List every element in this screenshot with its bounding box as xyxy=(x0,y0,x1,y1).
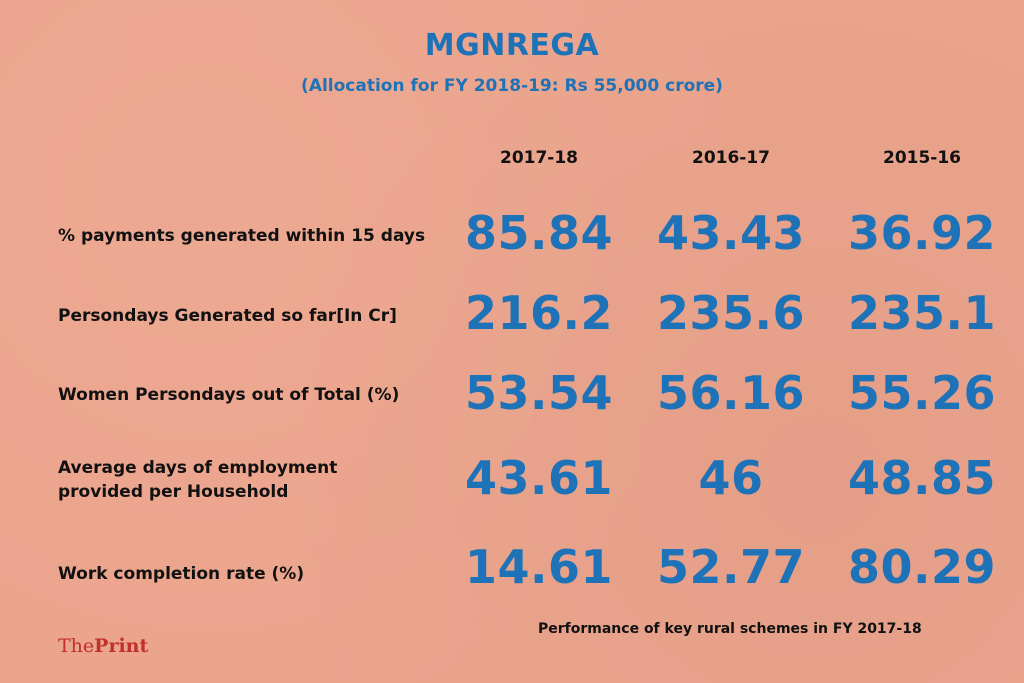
column-header-2016-17: 2016-17 xyxy=(691,148,771,168)
cell-persondays-2016-17: 235.6 xyxy=(656,286,805,340)
footnote-caption: Performance of key rural schemes in FY 2… xyxy=(538,621,922,637)
cell-women-2017-18: 53.54 xyxy=(464,366,613,420)
cell-payments-2015-16: 36.92 xyxy=(847,206,996,260)
cell-women-2016-17: 56.16 xyxy=(656,366,805,420)
column-header-2017-18: 2017-18 xyxy=(499,148,579,168)
cell-persondays-2015-16: 235.1 xyxy=(847,286,996,340)
logo-the: The xyxy=(58,635,95,657)
row-label-payments-15-days: % payments generated within 15 days xyxy=(58,226,426,246)
row-label-persondays: Persondays Generated so far[In Cr] xyxy=(58,306,397,326)
cell-work-completion-2017-18: 14.61 xyxy=(464,540,613,594)
page-title: MGNREGA xyxy=(424,28,600,63)
cell-women-2015-16: 55.26 xyxy=(847,366,996,420)
page-subtitle: (Allocation for FY 2018-19: Rs 55,000 cr… xyxy=(301,76,723,96)
cell-work-completion-2015-16: 80.29 xyxy=(847,540,996,594)
row-label-women-persondays: Women Persondays out of Total (%) xyxy=(58,385,400,405)
cell-average-days-2016-17: 46 xyxy=(698,451,764,505)
cell-work-completion-2016-17: 52.77 xyxy=(656,540,805,594)
cell-average-days-2017-18: 43.61 xyxy=(464,451,613,505)
cell-payments-2017-18: 85.84 xyxy=(464,206,613,260)
logo-print: Print xyxy=(94,635,149,657)
row-label-work-completion: Work completion rate (%) xyxy=(58,564,305,584)
column-header-2015-16: 2015-16 xyxy=(882,148,962,168)
cell-payments-2016-17: 43.43 xyxy=(656,206,805,260)
theprint-logo: ThePrint xyxy=(58,635,148,657)
row-label-average-days: Average days of employment provided per … xyxy=(58,458,338,502)
cell-average-days-2015-16: 48.85 xyxy=(847,451,996,505)
cell-persondays-2017-18: 216.2 xyxy=(464,286,613,340)
